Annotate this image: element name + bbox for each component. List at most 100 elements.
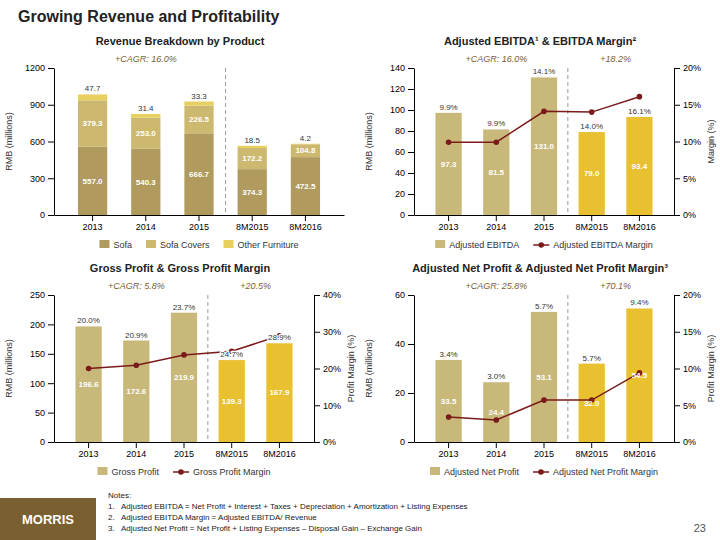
bar [75, 326, 101, 442]
tick-label: 8M2015 [215, 449, 248, 459]
tick-mark [408, 393, 414, 394]
tick-mark [48, 68, 54, 69]
tick: 2013 [83, 215, 103, 232]
tick: 1200 [25, 63, 54, 73]
tick-mark [408, 215, 414, 216]
bar [435, 360, 461, 442]
tick-label: 140 [390, 63, 405, 73]
data-label: 9.9% [487, 119, 505, 128]
tick-mark [496, 442, 497, 448]
bar [238, 169, 267, 215]
bar [171, 313, 197, 442]
tick: 8M2015 [575, 442, 608, 459]
period-separator [567, 68, 568, 215]
tick: 40 [395, 168, 414, 178]
y2-axis: 0%5%10%15%20% [674, 63, 701, 220]
data-label: 14.1% [533, 67, 556, 76]
tick: 20% [674, 63, 701, 73]
legend-swatch [99, 240, 109, 248]
data-label: 139.3 [222, 397, 243, 406]
tick: 300 [30, 174, 54, 184]
data-label: 47.7 [85, 84, 101, 93]
note: 1. Adjusted EBITDA = Net Profit + Intere… [108, 502, 468, 511]
notes: Notes:1. Adjusted EBITDA = Net Profit + … [108, 491, 468, 533]
data-labels: 97.381.5131.079.093.49.9%9.9%14.1%14.0%1… [439, 67, 650, 178]
tick-label: 20 [395, 388, 405, 398]
legend: Adjusted EBITDAAdjusted EBITDA Margin [435, 240, 653, 250]
data-label: 9.4% [630, 298, 648, 307]
tick: 5% [674, 174, 696, 184]
legend-label: Adjusted Net Profit [444, 467, 520, 477]
tick: 2013 [439, 215, 459, 232]
chart-title: Adjusted Net Profit & Adjusted Net Profi… [412, 262, 668, 274]
tick-mark [48, 442, 54, 443]
tick: 140 [390, 63, 414, 73]
legend-swatch [224, 240, 234, 248]
data-label: 5.7% [583, 354, 601, 363]
tick-mark [674, 405, 680, 406]
bar [219, 360, 245, 442]
axis-line [54, 296, 55, 443]
tick-mark [314, 405, 320, 406]
marker [541, 109, 547, 115]
tick: 10% [674, 137, 701, 147]
logo-box [0, 498, 96, 540]
bar [184, 106, 213, 134]
bar [579, 364, 605, 442]
legend-swatch [146, 240, 156, 248]
tick-mark [408, 442, 414, 443]
page-number: 23 [694, 522, 706, 534]
legend-swatch [97, 467, 107, 475]
tick-label: 0% [683, 437, 696, 447]
tick-label: 2014 [126, 449, 146, 459]
tick-mark [448, 215, 449, 221]
data-label: 33.3 [191, 92, 207, 101]
data-label: 253.0 [136, 129, 157, 138]
tick-label: 30% [323, 327, 341, 337]
tick-label: 8M2015 [236, 222, 269, 232]
legend-swatch [178, 469, 184, 475]
data-label: 93.4 [632, 162, 648, 171]
tick-label: 10% [683, 137, 701, 147]
bar [78, 100, 107, 146]
bar [238, 148, 267, 169]
y-axis-title: RMB (millions) [4, 339, 14, 398]
tick-mark [674, 215, 680, 216]
tick-label: 15% [683, 327, 701, 337]
note: 2. Adjusted EBITDA Margin = Adjusted EBI… [108, 513, 317, 522]
bar [531, 312, 557, 442]
tick-label: 20% [683, 290, 701, 300]
tick-label: 60 [395, 290, 405, 300]
tick: 2013 [439, 442, 459, 459]
tick-mark [544, 442, 545, 448]
tick-mark [48, 142, 54, 143]
chart-title: Gross Profit & Gross Profit Margin [90, 262, 271, 274]
data-label: 104.8 [295, 146, 316, 155]
tick-label: 1200 [25, 63, 45, 73]
tick: 8M2016 [263, 442, 296, 459]
legend-item: Gross Profit [97, 467, 159, 477]
tick: 100 [390, 105, 414, 115]
annotation: +CAGR: 16.0% [115, 54, 177, 64]
bar [626, 308, 652, 442]
tick: 2014 [486, 442, 506, 459]
tick: 2015 [174, 442, 194, 459]
tick-mark [314, 369, 320, 370]
tick: 8M2015 [575, 215, 608, 232]
tick-label: 2013 [79, 449, 99, 459]
legend-item: Sofa Covers [146, 240, 210, 250]
tick: 200 [30, 320, 54, 330]
tick: 150 [30, 349, 54, 359]
panel: Gross Profit & Gross Profit Margin196.61… [4, 262, 356, 477]
tick-label: 150 [30, 349, 45, 359]
tick: 8M2016 [623, 442, 656, 459]
line [449, 373, 640, 420]
legend-item: Sofa [99, 240, 132, 250]
tick-label: 2015 [534, 222, 554, 232]
marker [86, 366, 92, 372]
legend-swatch [435, 240, 445, 248]
tick: 2014 [486, 215, 506, 232]
tick-label: 8M2016 [623, 222, 656, 232]
page: Growing Revenue and ProfitabilityRevenue… [0, 0, 720, 540]
data-label: 666.7 [189, 170, 210, 179]
